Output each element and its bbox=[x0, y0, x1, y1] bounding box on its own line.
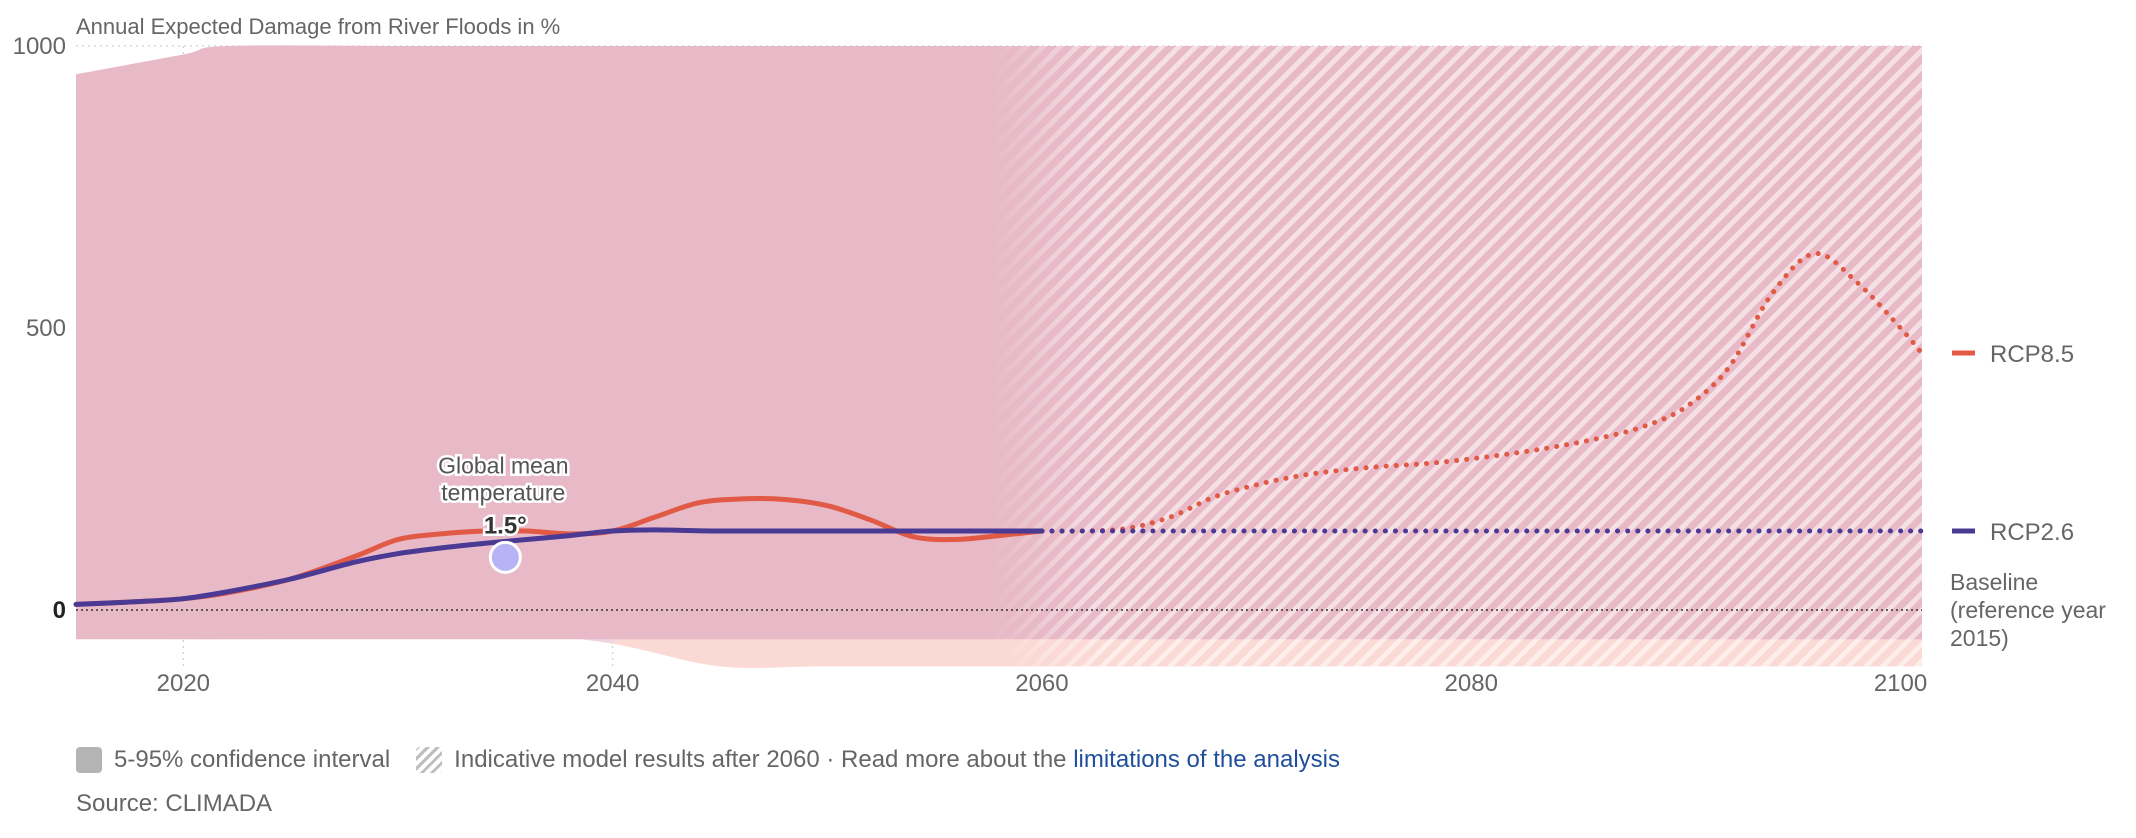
annotation-value-label: 1.5° bbox=[484, 512, 527, 539]
x-tick-label-2100: 2100 bbox=[1874, 670, 1927, 697]
axis-labels: 1000 500 0 2020 2040 2060 2080 2100 bbox=[13, 33, 1928, 697]
x-tick-label-2020: 2020 bbox=[157, 670, 210, 697]
confidence-interval-label: 5-95% confidence interval bbox=[114, 746, 391, 773]
baseline-label-line-2: (reference year bbox=[1950, 597, 2106, 623]
y-tick-label-500: 500 bbox=[26, 315, 66, 342]
annotation-title-line-2: temperature bbox=[441, 479, 565, 505]
indicative-results-label: Indicative model results after 2060 · Re… bbox=[454, 746, 1067, 773]
annotation-title-line-1: Global mean bbox=[438, 452, 568, 478]
legend-label-rcp85: RCP8.5 bbox=[1990, 341, 2074, 368]
y-tick-label-0: 0 bbox=[53, 597, 66, 624]
indicative-hatch-swatch bbox=[416, 747, 443, 773]
source-note: Source: CLIMADA bbox=[76, 790, 273, 817]
legend-label-rcp26: RCP2.6 bbox=[1990, 519, 2074, 546]
series-lines bbox=[73, 251, 1925, 607]
indicative-hatch bbox=[991, 46, 1922, 667]
series-line-rcp26-observed bbox=[73, 527, 1045, 607]
chart-legend: 5-95% confidence interval Indicative mod… bbox=[76, 746, 1340, 774]
x-tick-label-2080: 2080 bbox=[1445, 670, 1498, 697]
baseline-label-line-3: 2015) bbox=[1950, 625, 2009, 651]
indicative-hatch-region bbox=[991, 46, 1922, 667]
confidence-interval-swatch bbox=[76, 747, 102, 773]
baseline-label-line-1: Baseline bbox=[1950, 569, 2038, 595]
limitations-link[interactable]: limitations of the analysis bbox=[1073, 746, 1340, 773]
y-tick-label-1000: 1000 bbox=[13, 33, 66, 60]
x-tick-label-2040: 2040 bbox=[586, 670, 639, 697]
chart-title: Annual Expected Damage from River Floods… bbox=[76, 14, 561, 39]
annotation-marker[interactable] bbox=[488, 540, 522, 574]
series-line-rcp85-indicative bbox=[1039, 251, 1925, 534]
x-tick-label-2060: 2060 bbox=[1015, 670, 1068, 697]
